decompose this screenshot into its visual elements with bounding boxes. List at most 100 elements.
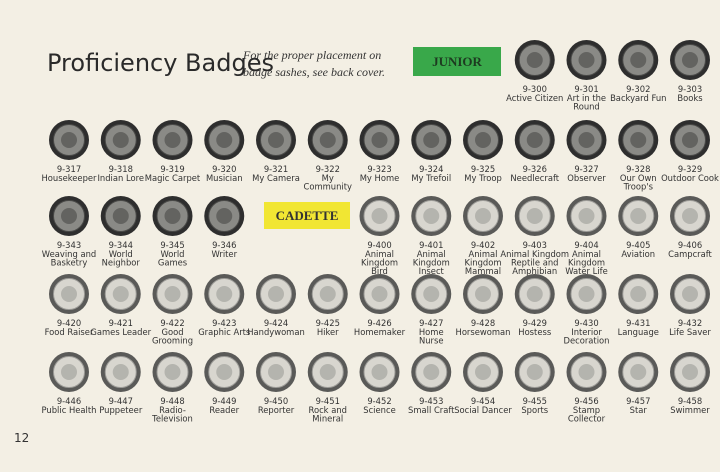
badge-name: Small Craft	[408, 405, 455, 415]
badge-name: Musician	[206, 173, 243, 183]
badge-name: Graphic Arts	[198, 327, 250, 337]
badge-number: 9-319	[160, 164, 184, 174]
badge-name: Magic Carpet	[145, 173, 201, 183]
badge-emblem	[578, 52, 595, 68]
badge-number: 9-344	[109, 240, 133, 250]
badge-name: Television	[151, 414, 193, 424]
badge-emblem	[682, 286, 698, 302]
badge-name: World	[161, 249, 185, 259]
badge-name: Sports	[521, 405, 548, 415]
badge-name: Hostess	[518, 327, 551, 337]
badge-emblem	[61, 132, 77, 148]
badge-emblem	[268, 364, 284, 380]
badge-number: 9-323	[367, 164, 391, 174]
badge-number: 9-455	[523, 396, 547, 406]
badge-name: Star	[630, 405, 648, 415]
badge-name: Kingdom	[413, 258, 450, 268]
badge-emblem	[112, 208, 129, 224]
badge-emblem	[371, 364, 388, 380]
badge-emblem	[423, 132, 440, 148]
badge-number: 9-446	[57, 396, 81, 406]
badge-number: 9-327	[574, 164, 598, 174]
badge-name: Hiker	[317, 327, 339, 337]
badge-emblem	[423, 364, 440, 380]
badge-number: 9-343	[57, 240, 81, 250]
badge-name: Food Raiser	[45, 327, 94, 337]
badge-number: 9-447	[109, 396, 133, 406]
badge-number: 9-452	[367, 396, 391, 406]
badge-name: Backyard Fun	[610, 93, 666, 103]
badge-number: 9-320	[212, 164, 236, 174]
badge-emblem	[682, 364, 698, 380]
badge-name: Aviation	[621, 249, 655, 259]
badge-name: Life Saver	[669, 327, 711, 337]
title: Proficiency Badges	[47, 49, 274, 77]
badge-emblem	[578, 208, 595, 224]
badge-name: Animal	[469, 249, 498, 259]
badge-emblem	[112, 364, 129, 380]
badge-name: Rock and	[309, 405, 347, 415]
note-line: badge sashes, see back cover.	[243, 65, 385, 79]
badge-number: 9-405	[626, 240, 650, 250]
badge-emblem	[526, 364, 543, 380]
page-number: 12	[14, 431, 29, 445]
badge-name: Community	[304, 182, 353, 192]
badge-name: Animal	[417, 249, 446, 259]
badge-number: 9-403	[523, 240, 547, 250]
badge-name: Handywoman	[247, 327, 305, 337]
badge-name: Writer	[211, 249, 237, 259]
badge-name: Neighbor	[102, 258, 141, 268]
badge-number: 9-426	[367, 318, 391, 328]
badge-number: 9-421	[109, 318, 133, 328]
badge-emblem	[630, 208, 647, 224]
badge-number: 9-346	[212, 240, 236, 250]
badge-name: Outdoor Cook	[661, 173, 719, 183]
badge-number: 9-424	[264, 318, 288, 328]
badge-number: 9-329	[678, 164, 702, 174]
badge-emblem	[216, 208, 233, 224]
badge-number: 9-406	[678, 240, 702, 250]
badge-name: Housekeeper	[41, 173, 97, 183]
badge-number: 9-451	[316, 396, 340, 406]
badge-name: Decoration	[564, 336, 610, 346]
badge-emblem	[164, 286, 181, 302]
badge-emblem	[423, 286, 440, 302]
badge-name: My	[322, 173, 334, 183]
badge-emblem	[630, 364, 647, 380]
badge-name: Observer	[567, 173, 606, 183]
badge-number: 9-301	[574, 84, 598, 94]
badge-number: 9-457	[626, 396, 650, 406]
badge-name: Art in the	[567, 93, 606, 103]
badge-number: 9-420	[57, 318, 81, 328]
badge-emblem	[578, 364, 595, 380]
badge-number: 9-423	[212, 318, 236, 328]
badge-name: Reader	[209, 405, 239, 415]
badge-number: 9-302	[626, 84, 650, 94]
badge-number: 9-430	[574, 318, 598, 328]
badge-name: My Camera	[252, 173, 300, 183]
badge-name: Insect	[419, 266, 445, 276]
badge-name: Animal Kingdom	[500, 249, 569, 259]
badge-number: 9-453	[419, 396, 443, 406]
badge-emblem	[630, 52, 647, 68]
badge-name: Nurse	[419, 336, 444, 346]
badge-number: 9-402	[471, 240, 495, 250]
badge-emblem	[61, 364, 77, 380]
badge-name: Needlecraft	[510, 173, 559, 183]
badge-emblem	[216, 364, 233, 380]
badge-emblem	[682, 208, 698, 224]
badge-emblem	[682, 52, 698, 68]
badge-name: Home	[419, 327, 444, 337]
badge-emblem	[371, 132, 388, 148]
badge-number: 9-326	[523, 164, 547, 174]
badge-emblem	[319, 286, 336, 302]
badge-name: Good	[161, 327, 183, 337]
badge-name: Kingdom	[568, 258, 605, 268]
badge-name: Our Own	[620, 173, 657, 183]
badge-name: Animal	[365, 249, 394, 259]
badge-emblem	[630, 286, 647, 302]
badge-name: My Trefoil	[411, 173, 451, 183]
badge-name: Bird	[371, 266, 388, 276]
badge-emblem	[164, 132, 181, 148]
